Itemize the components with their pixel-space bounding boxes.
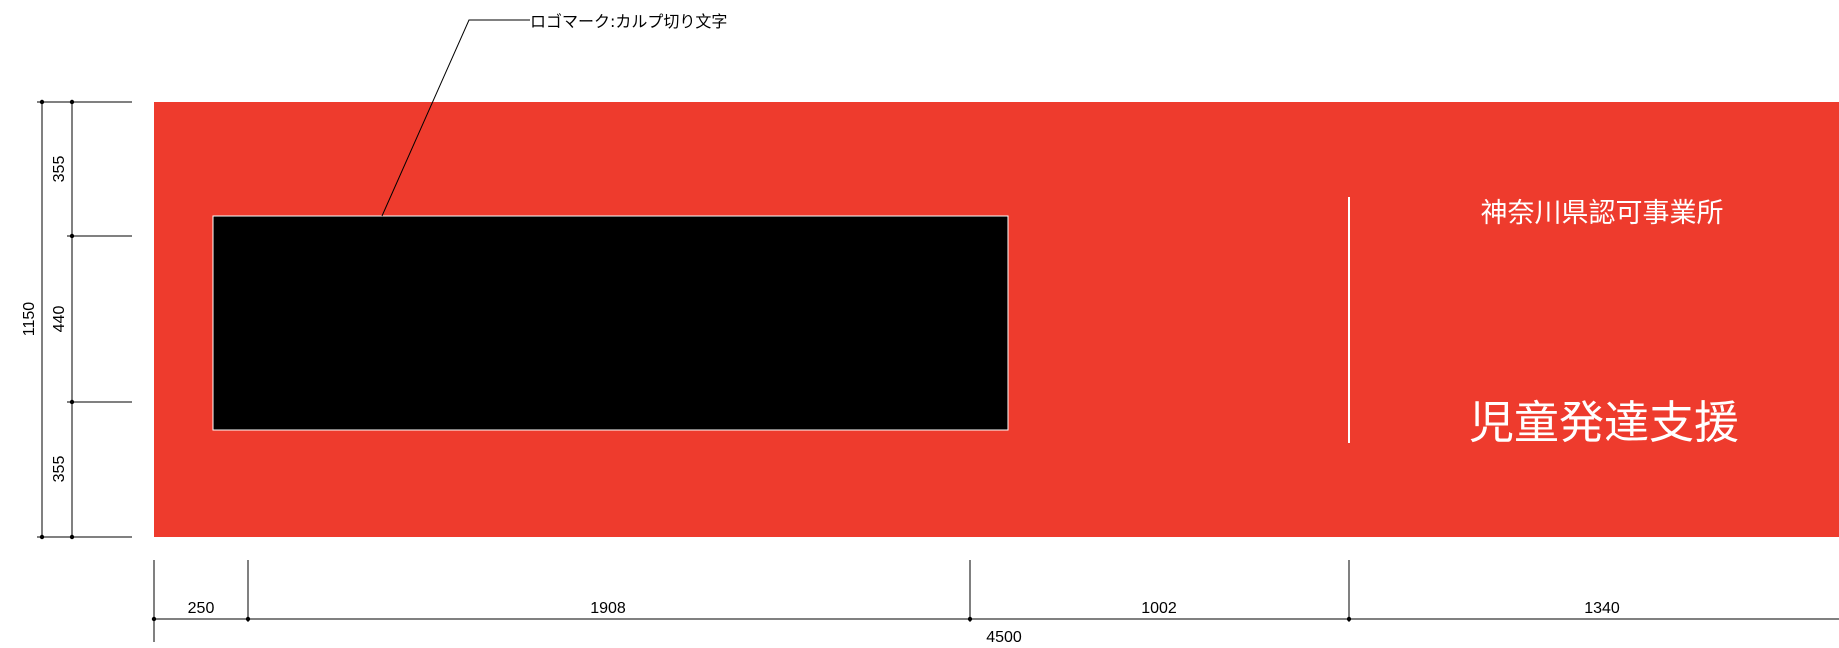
callout-label: ロゴマーク:カルプ切り文字 xyxy=(530,12,727,31)
v-dim-tick xyxy=(69,99,75,105)
h-dim-label-3: 1002 xyxy=(1141,600,1177,617)
v-dim-tick xyxy=(39,534,45,540)
v-dim-tick xyxy=(39,99,45,105)
callout-leader xyxy=(381,19,530,217)
v-dim-label-middle: 440 xyxy=(51,306,68,333)
sign-subtitle: 神奈川県認可事業所 xyxy=(1481,198,1724,229)
h-dim-tick xyxy=(1346,616,1352,622)
v-dim-tick xyxy=(69,534,75,540)
v-dim-label-top: 355 xyxy=(51,156,68,183)
logo-block xyxy=(212,215,1009,431)
h-dim-label-total: 4500 xyxy=(986,629,1022,646)
h-dim-label-4: 1340 xyxy=(1584,600,1620,617)
v-dim-label-bottom: 355 xyxy=(51,456,68,483)
h-dim-tick xyxy=(967,616,973,622)
v-dim-tick xyxy=(69,399,75,405)
h-dim-tick xyxy=(245,616,251,622)
h-dim-label-2: 1908 xyxy=(590,600,626,617)
h-dim-label-1: 250 xyxy=(188,600,215,617)
sign-title: 児童発達支援 xyxy=(1469,396,1739,449)
h-dim-tick xyxy=(151,616,157,622)
v-dim-label-total: 1150 xyxy=(21,302,38,337)
v-dim-tick xyxy=(69,233,75,239)
